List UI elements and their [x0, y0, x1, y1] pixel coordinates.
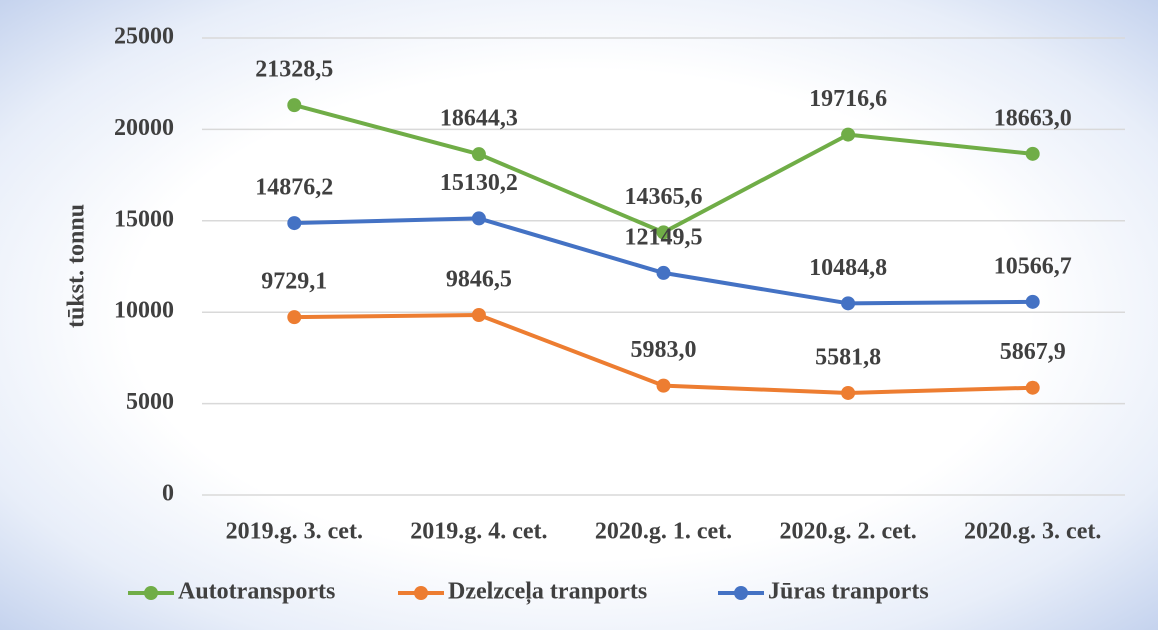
data-label: 10566,7 — [994, 253, 1072, 279]
data-label: 15130,2 — [440, 170, 518, 196]
data-point — [287, 216, 302, 231]
data-label: 18663,0 — [994, 105, 1072, 131]
legend-label: Jūras tranports — [768, 579, 929, 605]
data-point — [287, 98, 302, 113]
legend-label: Dzelzceļa tranports — [448, 579, 647, 606]
data-point — [471, 211, 486, 226]
data-point — [1025, 294, 1040, 309]
x-tick-label: 2020.g. 2. cet. — [779, 519, 916, 545]
data-label: 19716,6 — [809, 86, 887, 112]
x-tick-label: 2020.g. 3. cet. — [964, 519, 1101, 545]
y-tick-label: 0 — [162, 481, 174, 507]
data-label: 18644,3 — [440, 106, 518, 132]
data-label: 14876,2 — [255, 175, 333, 201]
y-tick-label: 15000 — [114, 206, 174, 232]
x-tick-label: 2019.g. 4. cet. — [410, 519, 547, 545]
y-tick-label: 5000 — [126, 389, 174, 415]
y-axis-label: tūkst. tonnu — [64, 204, 90, 328]
data-point — [471, 308, 486, 323]
data-point — [656, 378, 671, 393]
data-label: 21328,5 — [255, 57, 333, 83]
data-label: 10484,8 — [809, 255, 887, 281]
data-point — [287, 310, 302, 325]
legend-label: Autotransports — [178, 579, 335, 605]
data-point — [1025, 380, 1040, 395]
data-point — [471, 147, 486, 162]
data-label: 5983,0 — [631, 337, 697, 363]
data-point — [1025, 146, 1040, 161]
x-tick-label: 2019.g. 3. cet. — [226, 519, 363, 545]
y-tick-label: 25000 — [114, 24, 174, 50]
data-point — [841, 385, 856, 400]
legend-marker — [414, 586, 428, 600]
data-point — [841, 296, 856, 311]
series-line — [293, 103, 1033, 235]
data-label: 5581,8 — [815, 344, 881, 370]
data-point — [656, 265, 671, 280]
data-label: 9729,1 — [261, 269, 327, 295]
y-tick-label: 10000 — [114, 298, 174, 324]
legend-marker — [144, 586, 158, 600]
data-point — [841, 127, 856, 142]
data-label: 5867,9 — [1000, 339, 1066, 365]
x-tick-label: 2020.g. 1. cet. — [595, 519, 732, 545]
y-tick-label: 20000 — [114, 115, 174, 141]
legend-marker — [734, 586, 748, 600]
data-label: 14365,6 — [625, 184, 703, 210]
data-label: 9846,5 — [446, 267, 512, 293]
data-label: 12149,5 — [625, 224, 703, 250]
data-point — [656, 225, 671, 240]
